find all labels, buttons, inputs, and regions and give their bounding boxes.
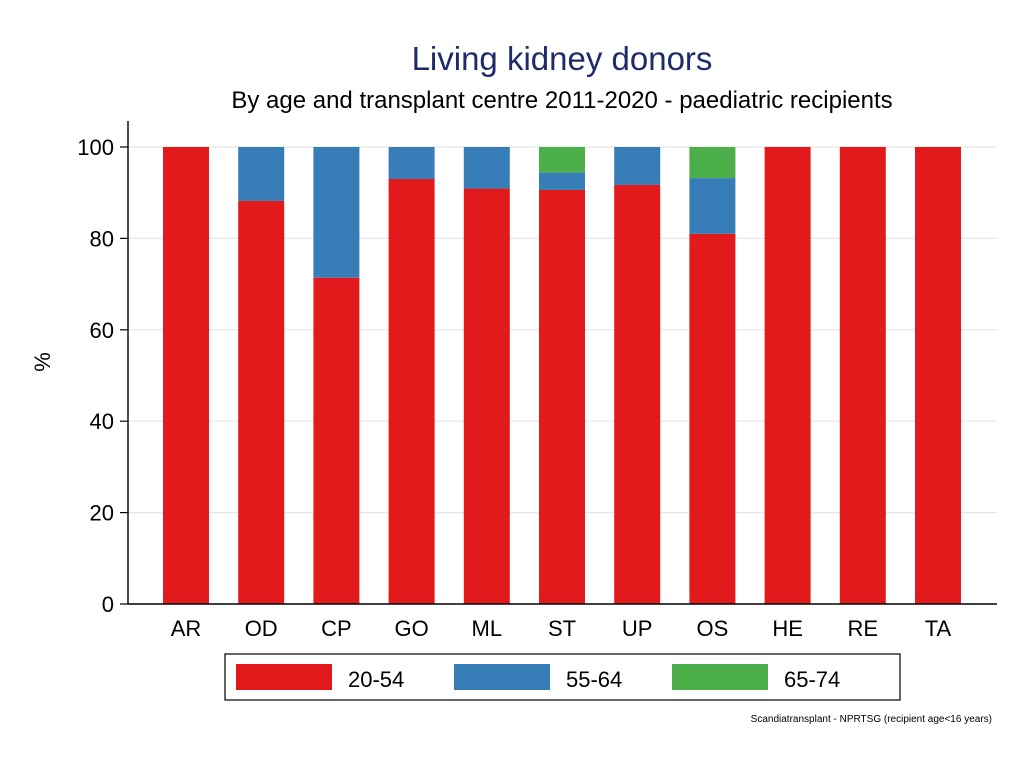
bar-OS-55-64 xyxy=(689,178,736,234)
bar-OD-55-64 xyxy=(238,147,285,201)
x-tick-label: ML xyxy=(472,616,503,641)
bar-OS-20-54 xyxy=(689,233,736,604)
y-tick-label: 100 xyxy=(77,135,114,160)
bar-TA-20-54 xyxy=(915,147,961,604)
bar-CP-20-54 xyxy=(313,277,360,604)
bar-OS-65-74 xyxy=(689,147,736,179)
y-tick-label: 60 xyxy=(90,318,114,343)
y-tick-label: 80 xyxy=(90,226,114,251)
chart-title: Living kidney donors xyxy=(412,40,713,77)
x-tick-label: OS xyxy=(697,616,729,641)
bar-ML-20-54 xyxy=(463,188,510,604)
y-tick-label: 0 xyxy=(102,592,114,617)
bar-UP-55-64 xyxy=(614,147,661,185)
x-tick-label: TA xyxy=(925,616,952,641)
x-tick-label: CP xyxy=(321,616,352,641)
chart-subtitle: By age and transplant centre 2011-2020 -… xyxy=(231,87,892,114)
bar-AR-20-54 xyxy=(163,147,209,604)
bar-ST-65-74 xyxy=(539,147,585,173)
legend-label-65-74: 65-74 xyxy=(784,667,840,692)
bar-HE-20-54 xyxy=(764,147,811,604)
x-tick-label: RE xyxy=(848,616,879,641)
bar-CP-55-64 xyxy=(313,147,360,278)
x-tick-labels: AR OD CP GO ML ST UP OS HE RE TA xyxy=(171,616,952,641)
bar-ST-20-54 xyxy=(539,189,585,604)
axes xyxy=(120,121,997,605)
x-tick-label: ST xyxy=(548,616,576,641)
x-tick-label: UP xyxy=(622,616,653,641)
x-tick-label: HE xyxy=(772,616,803,641)
y-axis-label: % xyxy=(30,352,55,372)
bar-UP-20-54 xyxy=(614,184,661,604)
legend-label-55-64: 55-64 xyxy=(566,667,622,692)
legend-label-20-54: 20-54 xyxy=(348,667,404,692)
bar-GO-55-64 xyxy=(388,147,435,179)
y-tick-label: 20 xyxy=(90,501,114,526)
x-tick-label: AR xyxy=(171,616,202,641)
bar-RE-20-54 xyxy=(839,147,886,604)
legend: 20-54 55-64 65-74 xyxy=(224,653,901,701)
legend-swatch-55-64 xyxy=(454,664,550,690)
bar-ST-55-64 xyxy=(539,172,585,190)
bar-OD-20-54 xyxy=(238,200,285,604)
x-tick-label: GO xyxy=(394,616,428,641)
x-tick-label: OD xyxy=(245,616,278,641)
legend-swatch-65-74 xyxy=(672,664,768,690)
source-note: Scandiatransplant - NPRTSG (recipient ag… xyxy=(751,714,992,725)
legend-box xyxy=(224,653,901,701)
y-tick-label: 40 xyxy=(90,409,114,434)
legend-swatch-20-54 xyxy=(236,664,332,690)
bar-ML-55-64 xyxy=(463,147,510,189)
bar-GO-20-54 xyxy=(388,178,435,605)
y-tick-labels: 0 20 40 60 80 100 xyxy=(77,135,114,617)
bars xyxy=(163,147,961,605)
